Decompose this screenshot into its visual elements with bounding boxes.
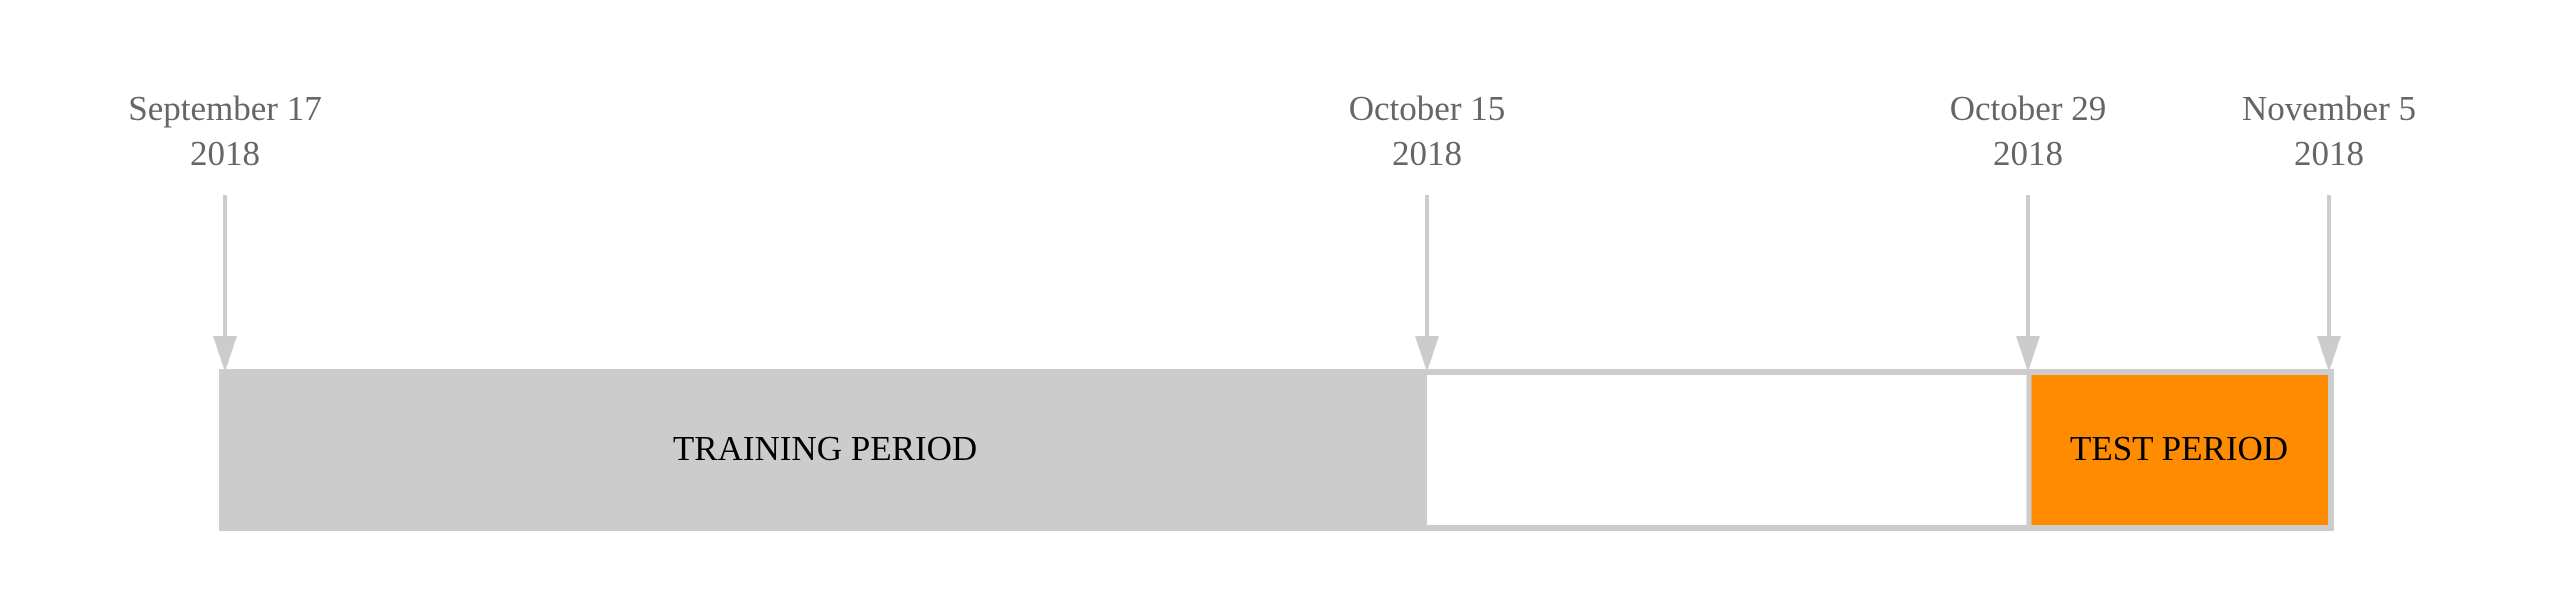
arrow-head — [1415, 336, 1439, 372]
arrow-head — [213, 336, 237, 372]
date-marker-oct15: October 15 2018 — [1349, 89, 1505, 173]
arrow-oct15 — [1415, 195, 1439, 372]
arrow-head — [2016, 336, 2040, 372]
date-marker-sep17: September 17 2018 — [128, 89, 321, 173]
date-label-month-day: October 15 — [1349, 89, 1505, 128]
date-marker-nov5: November 5 2018 — [2242, 89, 2416, 173]
gap-period-block — [1427, 375, 2028, 525]
date-label-month-day: November 5 — [2242, 89, 2416, 128]
date-label-year: 2018 — [1993, 134, 2063, 173]
date-label-month-day: October 29 — [1950, 89, 2106, 128]
arrow-head — [2317, 336, 2341, 372]
arrow-nov5 — [2317, 195, 2341, 372]
test-period-label: TEST PERIOD — [2070, 429, 2288, 468]
training-period-label: TRAINING PERIOD — [673, 429, 977, 468]
test-period-block — [2031, 375, 2328, 525]
date-label-year: 2018 — [2294, 134, 2364, 173]
arrow-sep17 — [213, 195, 237, 372]
date-label-year: 2018 — [190, 134, 260, 173]
training-period-block — [222, 372, 1427, 528]
date-marker-oct29: October 29 2018 — [1950, 89, 2106, 173]
arrow-oct29 — [2016, 195, 2040, 372]
date-label-year: 2018 — [1392, 134, 1462, 173]
date-label-month-day: September 17 — [128, 89, 321, 128]
period-bar: TRAINING PERIOD TEST PERIOD — [219, 369, 2334, 531]
